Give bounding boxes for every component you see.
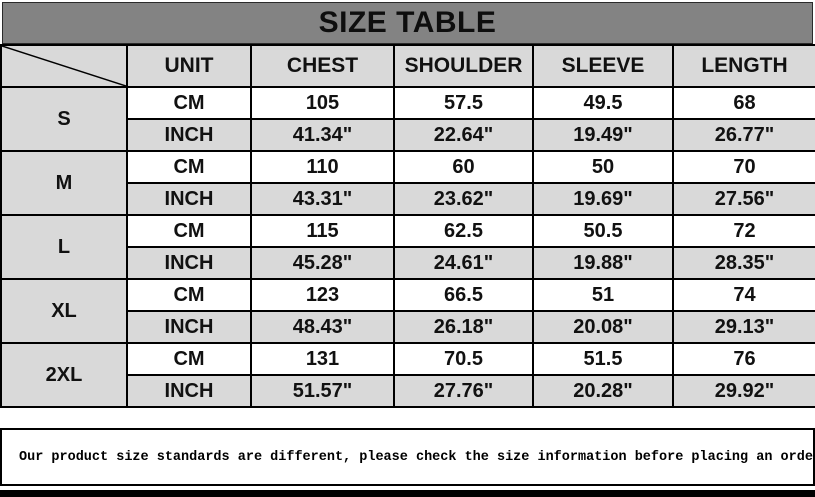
value-cell: 70.5 <box>393 342 534 376</box>
value-cell: 20.28" <box>532 374 674 408</box>
bottom-bar <box>0 490 815 497</box>
unit-cell: CM <box>126 86 252 120</box>
value-cell: 26.77" <box>672 118 815 152</box>
note-text: Our product size standards are different… <box>19 449 815 465</box>
value-cell: 60 <box>393 150 534 184</box>
note-box: Our product size standards are different… <box>0 428 815 486</box>
table-row: INCH 48.43" 26.18" 20.08" 29.13" <box>1 310 815 344</box>
column-header-chest: CHEST <box>250 44 395 88</box>
table-row: S CM 105 57.5 49.5 68 <box>0 86 815 152</box>
value-cell: 45.28" <box>250 246 395 280</box>
value-cell: 51.57" <box>250 374 395 408</box>
value-cell: 66.5 <box>393 278 534 312</box>
value-cell: 26.18" <box>393 310 534 344</box>
value-cell: 50 <box>532 150 674 184</box>
value-cell: 23.62" <box>393 182 534 216</box>
size-label: M <box>0 150 128 216</box>
value-cell: 29.92" <box>672 374 815 408</box>
corner-cell <box>0 44 128 88</box>
column-header-shoulder: SHOULDER <box>393 44 534 88</box>
size-table: UNIT CHEST SHOULDER SLEEVE LENGTH S CM 1… <box>0 44 815 408</box>
unit-cell: INCH <box>126 310 252 344</box>
value-cell: 74 <box>672 278 815 312</box>
value-cell: 51 <box>532 278 674 312</box>
column-header-sleeve: SLEEVE <box>532 44 674 88</box>
value-cell: 57.5 <box>393 86 534 120</box>
table-row: L CM 115 62.5 50.5 72 <box>0 214 815 280</box>
size-label: 2XL <box>0 342 128 408</box>
table-row: INCH 45.28" 24.61" 19.88" 28.35" <box>1 246 815 280</box>
value-cell: 27.76" <box>393 374 534 408</box>
value-cell: 49.5 <box>532 86 674 120</box>
value-cell: 68 <box>672 86 815 120</box>
value-cell: 105 <box>250 86 395 120</box>
unit-cell: INCH <box>126 246 252 280</box>
value-cell: 48.43" <box>250 310 395 344</box>
value-cell: 131 <box>250 342 395 376</box>
table-row: 2XL CM 131 70.5 51.5 76 <box>0 342 815 408</box>
title-bar: SIZE TABLE <box>2 2 813 44</box>
value-cell: 70 <box>672 150 815 184</box>
column-header-length: LENGTH <box>672 44 815 88</box>
table-row: INCH 51.57" 27.76" 20.28" 29.92" <box>1 374 815 408</box>
value-cell: 110 <box>250 150 395 184</box>
unit-cell: CM <box>126 150 252 184</box>
value-cell: 19.88" <box>532 246 674 280</box>
column-header-unit: UNIT <box>126 44 252 88</box>
value-cell: 72 <box>672 214 815 248</box>
value-cell: 43.31" <box>250 182 395 216</box>
unit-cell: INCH <box>126 374 252 408</box>
diagonal-line-icon <box>2 46 126 86</box>
value-cell: 29.13" <box>672 310 815 344</box>
table-row: INCH 41.34" 22.64" 19.49" 26.77" <box>1 118 815 152</box>
unit-cell: INCH <box>126 182 252 216</box>
value-cell: 50.5 <box>532 214 674 248</box>
table-row: M CM 110 60 50 70 <box>0 150 815 216</box>
value-cell: 115 <box>250 214 395 248</box>
value-cell: 24.61" <box>393 246 534 280</box>
value-cell: 51.5 <box>532 342 674 376</box>
value-cell: 41.34" <box>250 118 395 152</box>
table-row: XL CM 123 66.5 51 74 <box>0 278 815 344</box>
size-label: L <box>0 214 128 280</box>
header-row: UNIT CHEST SHOULDER SLEEVE LENGTH <box>0 44 815 88</box>
unit-cell: CM <box>126 214 252 248</box>
unit-cell: CM <box>126 342 252 376</box>
value-cell: 27.56" <box>672 182 815 216</box>
unit-cell: CM <box>126 278 252 312</box>
value-cell: 62.5 <box>393 214 534 248</box>
value-cell: 19.49" <box>532 118 674 152</box>
value-cell: 28.35" <box>672 246 815 280</box>
value-cell: 19.69" <box>532 182 674 216</box>
page-title: SIZE TABLE <box>318 6 497 39</box>
value-cell: 20.08" <box>532 310 674 344</box>
size-label: S <box>0 86 128 152</box>
value-cell: 22.64" <box>393 118 534 152</box>
value-cell: 123 <box>250 278 395 312</box>
table-row: INCH 43.31" 23.62" 19.69" 27.56" <box>1 182 815 216</box>
unit-cell: INCH <box>126 118 252 152</box>
value-cell: 76 <box>672 342 815 376</box>
size-label: XL <box>0 278 128 344</box>
